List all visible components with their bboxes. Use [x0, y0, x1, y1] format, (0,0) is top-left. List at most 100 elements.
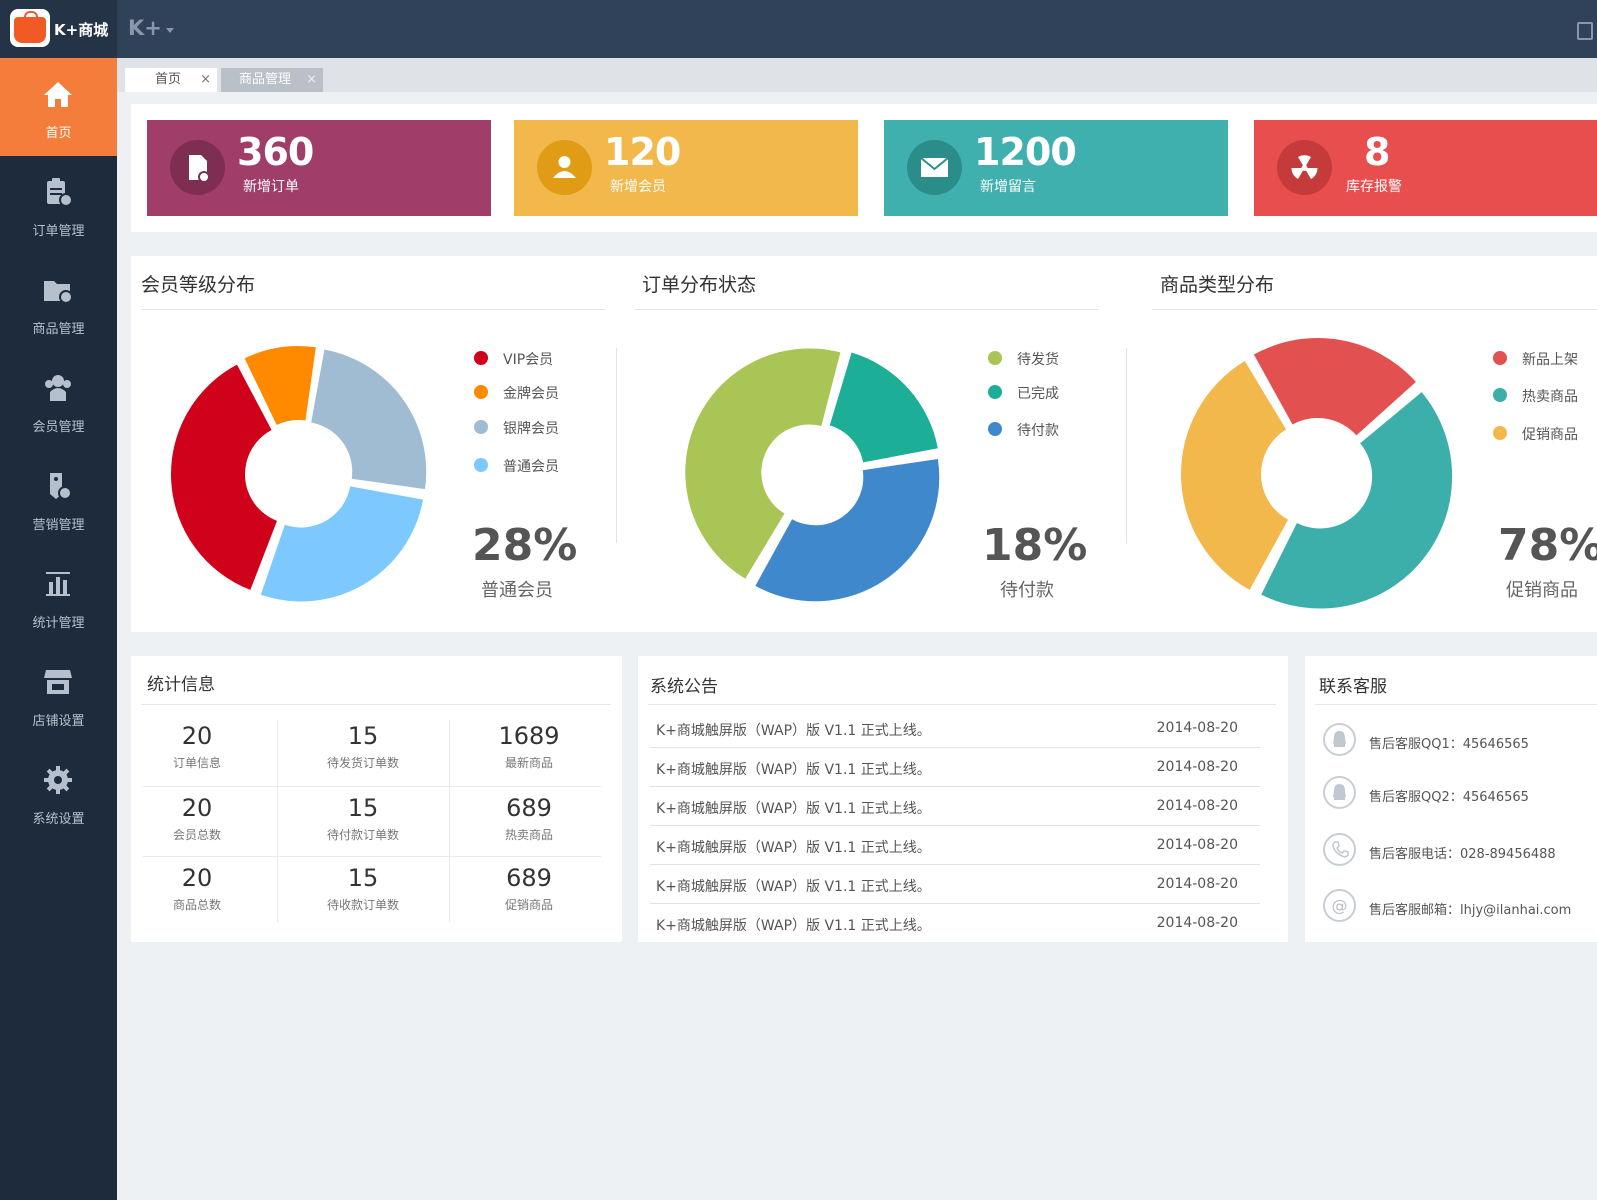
document-icon	[170, 140, 225, 195]
divider	[648, 704, 1276, 705]
donut-slice[interactable]	[755, 458, 940, 602]
gear-icon	[44, 766, 72, 794]
stat-cell-label: 待发货订单数	[326, 756, 399, 770]
notice-item[interactable]: K+商城触屏版（WAP）版 V1.1 正式上线。 2014-08-20	[650, 864, 1260, 904]
donut-charts	[171, 338, 1453, 609]
stat-card-messages[interactable]: 1200 新增留言	[884, 120, 1228, 216]
sidebar-item-orders[interactable]: 订单管理	[0, 156, 117, 254]
stat-cell-value: 15	[347, 864, 379, 892]
tab-home[interactable]: 首页 ×	[125, 68, 217, 92]
chevron-down-icon[interactable]	[166, 28, 174, 33]
sidebar-item-system-settings[interactable]: 系统设置	[0, 744, 117, 842]
legend-label: 促销商品	[1522, 427, 1578, 443]
stat-cell[interactable]: 15 待发货订单数	[298, 722, 428, 771]
sidebar-item-label: 统计管理	[32, 616, 85, 631]
qq-icon	[1323, 776, 1356, 809]
stat-cell-value: 20	[181, 864, 213, 892]
stat-cell[interactable]: 20 商品总数	[132, 864, 262, 913]
notice-date: 2014-08-20	[1156, 720, 1238, 736]
stat-cell[interactable]: 15 待收款订单数	[298, 864, 428, 913]
phone-icon	[1323, 833, 1356, 866]
stat-cell-label: 促销商品	[504, 898, 553, 912]
stat-cell-label: 商品总数	[172, 898, 221, 912]
chart-title: 会员等级分布	[141, 274, 256, 296]
stat-value: 120	[604, 130, 681, 174]
donut-slice[interactable]	[1181, 361, 1289, 590]
legend-label: 金牌会员	[503, 386, 559, 402]
notice-item[interactable]: K+商城触屏版（WAP）版 V1.1 正式上线。 2014-08-20	[650, 786, 1260, 826]
stat-card-members[interactable]: 120 新增会员	[514, 120, 858, 216]
donut-slice[interactable]	[1261, 392, 1453, 609]
legend-label: 银牌会员	[503, 421, 559, 437]
sidebar-item-home[interactable]: 首页	[0, 58, 117, 156]
sidebar-item-label: 营销管理	[32, 518, 85, 533]
sidebar-item-members[interactable]: 会员管理	[0, 352, 117, 450]
stat-cell[interactable]: 689 热卖商品	[464, 794, 594, 843]
donut-slice[interactable]	[1253, 338, 1416, 436]
legend-label: 待付款	[1017, 423, 1059, 439]
stat-cell-value: 15	[347, 722, 379, 750]
legend-dot	[474, 420, 488, 434]
logo-text: K+商城	[54, 21, 109, 39]
sidebar-item-products[interactable]: 商品管理	[0, 254, 117, 352]
highlight-label: 普通会员	[481, 580, 553, 601]
divider	[616, 348, 617, 543]
stat-cell[interactable]: 689 促销商品	[464, 864, 594, 913]
charts-panel: 会员等级分布 订单分布状态 商品类型分布 VIP会员 金牌会员 银牌会员 普通会…	[131, 256, 1597, 632]
contact-text: 售后客服QQ2：45646565	[1369, 790, 1529, 805]
stat-label: 新增会员	[610, 179, 666, 195]
notice-text: K+商城触屏版（WAP）版 V1.1 正式上线。	[656, 918, 931, 934]
donut-slice[interactable]	[829, 352, 938, 463]
legend-dot	[1493, 351, 1507, 365]
donut-slice[interactable]	[311, 349, 427, 490]
tab-products[interactable]: 商品管理 ×	[221, 68, 323, 92]
legend-dot	[474, 351, 488, 365]
donut-slice[interactable]	[260, 486, 424, 602]
sidebar-item-store-settings[interactable]: 店铺设置	[0, 646, 117, 744]
stat-cell[interactable]: 15 待付款订单数	[298, 794, 428, 843]
stat-cell[interactable]: 20 订单信息	[132, 722, 262, 771]
close-icon[interactable]: ×	[200, 72, 211, 87]
divider	[143, 856, 601, 857]
donut-slice[interactable]	[171, 364, 278, 590]
mail-icon	[907, 140, 962, 195]
brand-menu[interactable]: K+	[128, 16, 162, 40]
radiation-icon	[1277, 140, 1332, 195]
close-icon[interactable]: ×	[306, 72, 317, 87]
stat-cell-value: 689	[506, 864, 552, 892]
logo[interactable]: K+商城	[0, 0, 117, 58]
qq-icon	[1323, 723, 1356, 756]
notice-item[interactable]: K+商城触屏版（WAP）版 V1.1 正式上线。 2014-08-20	[650, 708, 1260, 748]
notice-text: K+商城触屏版（WAP）版 V1.1 正式上线。	[656, 801, 931, 817]
sidebar-item-marketing[interactable]: 营销管理	[0, 450, 117, 548]
legend-dot	[988, 385, 1002, 399]
window-icon[interactable]	[1577, 22, 1593, 40]
notice-text: K+商城触屏版（WAP）版 V1.1 正式上线。	[656, 762, 931, 778]
divider	[141, 309, 605, 310]
donut-slice[interactable]	[244, 346, 316, 425]
stat-cell[interactable]: 1689 最新商品	[464, 722, 594, 771]
notice-item[interactable]: K+商城触屏版（WAP）版 V1.1 正式上线。 2014-08-20	[650, 747, 1260, 787]
notice-item[interactable]: K+商城触屏版（WAP）版 V1.1 正式上线。 2014-08-20	[650, 903, 1260, 942]
stat-cell-label: 热卖商品	[504, 828, 553, 842]
stat-card-orders[interactable]: 360 新增订单	[147, 120, 491, 216]
user-icon	[537, 140, 592, 195]
sidebar-item-label: 订单管理	[32, 224, 85, 239]
stat-value: 1200	[974, 130, 1077, 174]
highlight-label: 待付款	[1000, 580, 1054, 601]
notice-text: K+商城触屏版（WAP）版 V1.1 正式上线。	[656, 879, 931, 895]
notice-item[interactable]: K+商城触屏版（WAP）版 V1.1 正式上线。 2014-08-20	[650, 825, 1260, 865]
sidebar-item-label: 会员管理	[32, 420, 85, 435]
shopping-bag-icon	[10, 9, 50, 47]
divider	[449, 720, 450, 922]
divider	[277, 720, 278, 922]
divider	[141, 704, 611, 705]
legend-label: 待发货	[1017, 352, 1059, 368]
stat-cell-label: 待付款订单数	[326, 828, 399, 842]
stat-value: 8	[1364, 130, 1390, 174]
donut-slice[interactable]	[685, 348, 841, 579]
sidebar-item-statistics[interactable]: 统计管理	[0, 548, 117, 646]
stat-cell[interactable]: 20 会员总数	[132, 794, 262, 843]
stat-cards: 360 新增订单 120 新增会员 1200 新增留言 8 库存报警	[131, 104, 1597, 232]
stat-card-stock-alert[interactable]: 8 库存报警	[1254, 120, 1597, 216]
